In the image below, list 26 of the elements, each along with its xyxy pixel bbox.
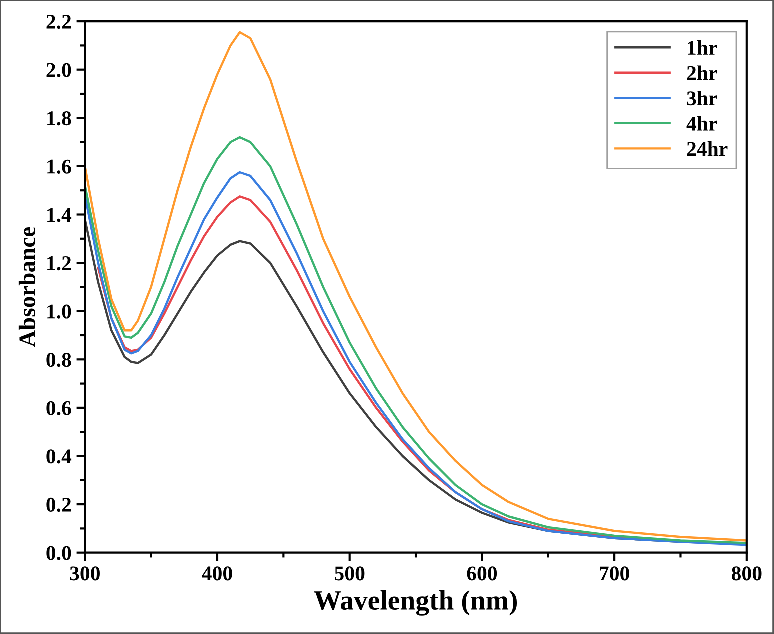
legend-label: 4hr bbox=[686, 116, 718, 131]
legend-label: 3hr bbox=[687, 90, 718, 106]
x-axis-title: Wavelength (nm) bbox=[314, 590, 518, 616]
line-series bbox=[85, 31, 747, 542]
y-axis-title: Absorbance bbox=[18, 227, 36, 348]
y-tick-label: 0.8 bbox=[46, 353, 72, 368]
y-tick-label: 1.2 bbox=[48, 256, 72, 271]
y-tick-label: 1.0 bbox=[48, 304, 72, 319]
x-tick-label: 600 bbox=[467, 566, 498, 581]
y-tick-label: 0.6 bbox=[46, 401, 72, 416]
x-tick-label: 300 bbox=[70, 566, 100, 581]
y-tick-label: 2.0 bbox=[46, 63, 72, 78]
x-tick-label: 700 bbox=[600, 566, 630, 581]
x-tick-label: 400 bbox=[202, 566, 232, 581]
y-tick-label: 2.2 bbox=[46, 14, 72, 30]
y-tick-label: 0.0 bbox=[46, 546, 72, 560]
y-tick-label: 1.4 bbox=[48, 208, 72, 222]
legend-label: 1hr bbox=[688, 40, 718, 55]
x-tick-label: 800 bbox=[732, 566, 762, 581]
legend-label: 24hr bbox=[687, 142, 728, 156]
y-tick-label: 0.2 bbox=[46, 498, 72, 512]
y-tick-label: 1.8 bbox=[48, 112, 72, 126]
y-tick-label: 1.6 bbox=[48, 160, 72, 174]
legend-label: 2hr bbox=[687, 66, 718, 80]
y-tick-label: 0.4 bbox=[46, 450, 72, 464]
x-tick-label: 500 bbox=[335, 566, 365, 581]
